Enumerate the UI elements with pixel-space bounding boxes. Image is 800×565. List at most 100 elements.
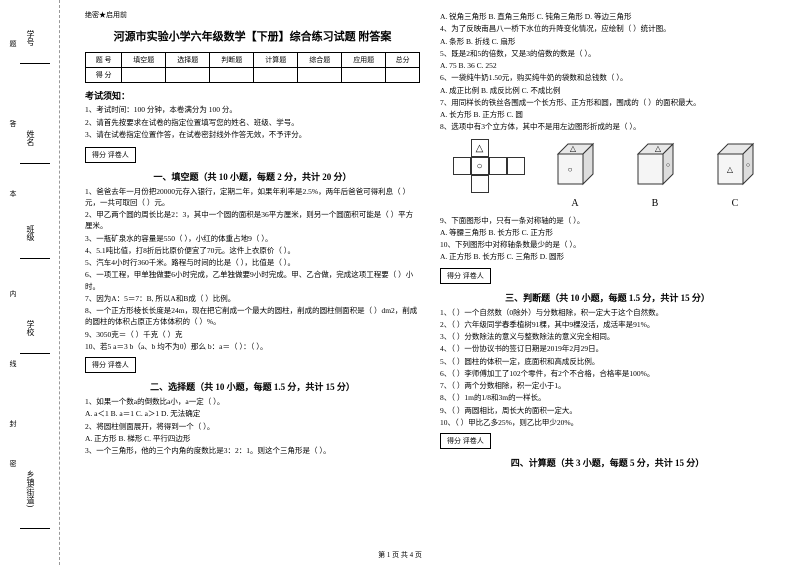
th-2: 选择题: [166, 53, 210, 68]
binding-column: 学号 姓名 班级 学校 乡镇(街道) 题 答 本 内 线 封 密: [0, 0, 60, 565]
judge-q3: 3、（ ）分数除法的意义与整数除法的意义完全相同。: [440, 331, 775, 342]
side-text-2: 本: [8, 190, 18, 197]
cube-c-label: C: [708, 198, 763, 209]
side-text-4: 线: [8, 360, 18, 367]
cube-a-label: A: [548, 198, 603, 209]
fill-q3: 3、一瓶矿泉水的容量是550（ ），小红的体重占地9（ ）。: [85, 233, 420, 244]
confidential-label: 绝密★启用前: [85, 10, 420, 20]
choice-q2: 2、将圆柱侧面展开，将得到一个（ ）。: [85, 421, 420, 432]
side-text-5: 封: [8, 420, 18, 427]
scorer-box-1: 得分 评卷人: [85, 147, 136, 163]
svg-text:○: ○: [567, 165, 572, 174]
left-column: 绝密★启用前 河源市实验小学六年级数学【下册】综合练习试题 附答案 题 号 填空…: [75, 10, 430, 555]
fill-q7: 7、因为A：5＝7：B, 所以A和B成（ ）比例。: [85, 293, 420, 304]
notice-title: 考试须知：: [85, 89, 420, 102]
section-calc-title: 四、计算题（共 3 小题，每题 5 分，共计 15 分）: [440, 456, 775, 469]
cube-a-svg: △ ○: [548, 139, 603, 194]
th-5: 综合题: [298, 53, 342, 68]
cube-b: △ ○ B: [628, 139, 683, 209]
sc-1: [122, 68, 166, 83]
notice-3: 3、请在试卷指定位置作答，在试卷密封线外作答无效，不予评分。: [85, 130, 420, 141]
sc-3: [210, 68, 254, 83]
choice-q4: 4、为了反映南昌八一桥下水位的升降变化情况，应绘制（ ）统计图。: [440, 23, 775, 34]
choice-q3-opts: A. 锐角三角形 B. 直角三角形 C. 钝角三角形 D. 等边三角形: [440, 11, 775, 22]
cube-b-svg: △ ○: [628, 139, 683, 194]
section-choice-title: 二、选择题（共 10 小题，每题 1.5 分，共计 15 分）: [85, 380, 420, 393]
choice-q9-opts: A. 等腰三角形 B. 长方形 C. 正方形: [440, 227, 775, 238]
th-1: 填空题: [122, 53, 166, 68]
choice-q8: 8、选项中有3个立方体，其中不是用左边图形折成的是（ ）。: [440, 121, 775, 132]
th-7: 总分: [386, 53, 420, 68]
fill-q9: 9、3050克＝（ ）千克（ ）克: [85, 329, 420, 340]
page-container: 学号 姓名 班级 学校 乡镇(街道) 题 答 本 内 线 封 密 绝密★启用前 …: [0, 0, 800, 565]
th-4: 计算题: [254, 53, 298, 68]
side-text-0: 题: [8, 40, 18, 47]
choice-q3: 3、一个三角形，他的三个内角的度数比是3：2：1。则这个三角形是（ ）。: [85, 445, 420, 456]
th-0: 题 号: [86, 53, 122, 68]
fill-q4: 4、5.1吨比值，打8折后比原价便宜了70元。这件上衣原价（ ）。: [85, 245, 420, 256]
net-diagram: △ ○: [453, 139, 523, 209]
cube-c-svg: △ ○: [708, 139, 763, 194]
choice-q5: 5、既是2和5的倍数，又是3的倍数的数是（ ）。: [440, 48, 775, 59]
svg-text:△: △: [569, 144, 576, 153]
judge-q5: 5、（ ）圆柱的体积一定，底面积和高成反比例。: [440, 356, 775, 367]
th-6: 应用题: [342, 53, 386, 68]
binding-label-2: 班级: [25, 225, 36, 241]
net-sq-1: △: [471, 139, 489, 157]
sc-2: [166, 68, 210, 83]
choice-q7-opts: A. 长方形 B. 正方形 C. 圆: [440, 109, 775, 120]
binding-label-0: 学号: [25, 30, 36, 46]
content-columns: 绝密★启用前 河源市实验小学六年级数学【下册】综合练习试题 附答案 题 号 填空…: [60, 0, 800, 565]
choice-q9: 9、下面图形中，只有一条对称轴的是（ ）。: [440, 215, 775, 226]
judge-q10: 10、（ ）甲比乙多25%，则乙比甲少20%。: [440, 417, 775, 428]
cube-b-label: B: [628, 198, 683, 209]
fill-q10: 10、若5 a＝3 b（a、b 均不为0）那么 b：a＝（ ）：（ ）。: [85, 341, 420, 352]
scorer-box-4: 得分 评卷人: [440, 433, 491, 449]
sc-7: [386, 68, 420, 83]
scorer-box-3: 得分 评卷人: [440, 268, 491, 284]
fill-q6: 6、一项工程，甲单独做要6小时完成，乙单独做要9小时完成。甲、乙合做，完成这项工…: [85, 269, 420, 292]
net-sq-4: [489, 157, 507, 175]
cube-a: △ ○ A: [548, 139, 603, 209]
net-sq-6: [471, 175, 489, 193]
sc-5: [298, 68, 342, 83]
judge-q2: 2、（ ）六年级同学春季植树91棵，其中9棵没活，成活率是91%。: [440, 319, 775, 330]
binding-label-4: 乡镇(街道): [25, 470, 36, 507]
side-text-3: 内: [8, 290, 18, 297]
choice-q10-opts: A. 正方形 B. 长方形 C. 三角形 D. 圆形: [440, 251, 775, 262]
choice-q10: 10、下列图形中对称轴条数最少的是（ ）。: [440, 239, 775, 250]
blank-4: [20, 520, 50, 529]
choice-q6: 6、一袋纯牛奶1.50元，购买纯牛奶的袋数和总钱数（ ）。: [440, 72, 775, 83]
right-column: A. 锐角三角形 B. 直角三角形 C. 钝角三角形 D. 等边三角形 4、为了…: [430, 10, 785, 555]
fill-q8: 8、一个正方形棱长长度是24m，现在把它削成一个最大的圆柱，削成的圆柱侧面积是（…: [85, 305, 420, 328]
choice-q7: 7、用同样长的铁丝各围成一个长方形、正方形和圆，围成的（ ）的面积最大。: [440, 97, 775, 108]
score-table: 题 号 填空题 选择题 判断题 计算题 综合题 应用题 总分 得 分: [85, 52, 420, 83]
choice-q2-opts: A. 正方形 B. 梯形 C. 平行四边形: [85, 433, 420, 444]
score-header-row: 题 号 填空题 选择题 判断题 计算题 综合题 应用题 总分: [86, 53, 420, 68]
section-judge-title: 三、判断题（共 10 小题，每题 1.5 分，共计 15 分）: [440, 291, 775, 304]
score-row-label: 得 分: [86, 68, 122, 83]
svg-text:○: ○: [665, 161, 669, 169]
sc-6: [342, 68, 386, 83]
choice-q5-opts: A. 75 B. 36 C. 252: [440, 60, 775, 71]
judge-q9: 9、（ ）两圆相比，周长大的面积一定大。: [440, 405, 775, 416]
judge-q1: 1、（ ）一个自然数（0除外）与分数相除，积一定大于这个自然数。: [440, 307, 775, 318]
blank-1: [20, 155, 50, 164]
scorer-box-2: 得分 评卷人: [85, 357, 136, 373]
page-footer: 第 1 页 共 4 页: [378, 550, 422, 560]
sc-4: [254, 68, 298, 83]
cube-diagram: △ ○ △ ○ A: [440, 139, 775, 209]
notice-1: 1、考试时间：100 分钟，本卷满分为 100 分。: [85, 105, 420, 116]
side-text-1: 答: [8, 120, 18, 127]
fill-q1: 1、爸爸去年一月份把20000元存入银行，定期二年，如果年利率是2.5%，两年后…: [85, 186, 420, 209]
choice-q1-opts: A. a＜1 B. a＝1 C. a＞1 D. 无法确定: [85, 408, 420, 419]
fill-q2: 2、甲乙两个圆的周长比是2：3，其中一个圆的面积是36平方厘米，则另一个圆面积可…: [85, 209, 420, 232]
choice-q4-opts: A. 条形 B. 折线 C. 扇形: [440, 36, 775, 47]
blank-3: [20, 345, 50, 354]
side-text-6: 密: [8, 460, 18, 467]
choice-q1: 1、如果一个数a的倒数比a小，a一定（ ）。: [85, 396, 420, 407]
judge-q4: 4、（ ）一份协议书的签订日期是2019年2月29日。: [440, 343, 775, 354]
fill-q5: 5、汽车4小时行360千米。路程与时间的比是（ ），比值是（ ）。: [85, 257, 420, 268]
binding-label-3: 学校: [25, 320, 36, 336]
exam-title: 河源市实验小学六年级数学【下册】综合练习试题 附答案: [85, 28, 420, 44]
